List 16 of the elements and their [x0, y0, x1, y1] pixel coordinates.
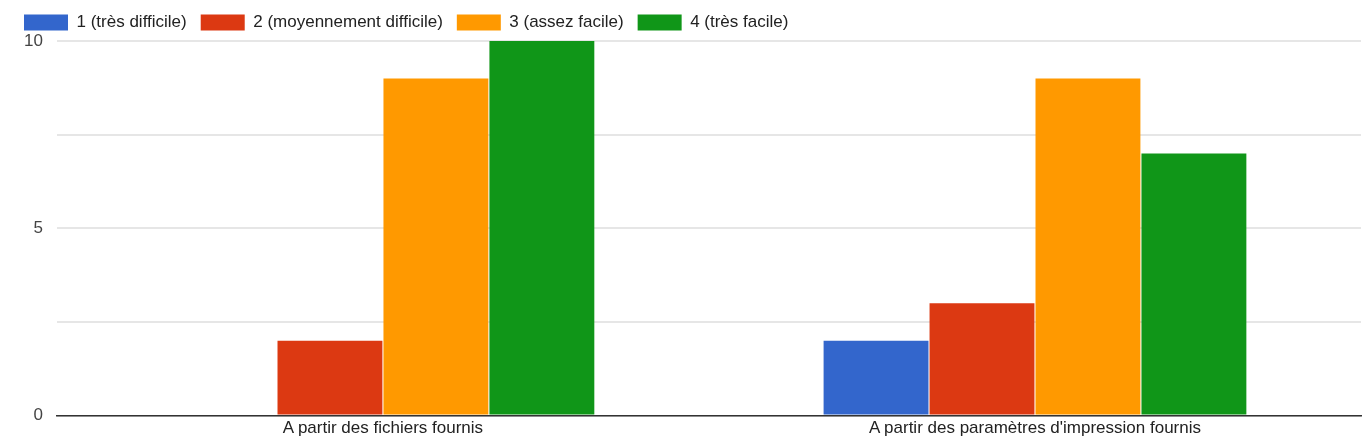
- bar: [929, 303, 1035, 415]
- bar: [823, 340, 929, 415]
- legend-label: 4 (très facile): [690, 12, 789, 32]
- bar: [1141, 153, 1247, 415]
- y-tick-label: 5: [33, 217, 43, 237]
- bar: [383, 78, 489, 415]
- bar: [1035, 78, 1141, 415]
- y-tick-label: 0: [33, 405, 43, 425]
- legend-label: 3 (assez facile): [509, 12, 624, 32]
- bar: [277, 340, 383, 415]
- x-tick-label: A partir des fichiers fournis: [282, 418, 484, 438]
- legend-label: 2 (moyennement difficile): [253, 12, 443, 32]
- legend-label: 1 (très difficile): [76, 12, 187, 32]
- y-tick-label: 10: [23, 30, 43, 50]
- x-tick-label: A partir des paramètres d'impression fournis: [868, 418, 1202, 438]
- bar: [489, 41, 595, 415]
